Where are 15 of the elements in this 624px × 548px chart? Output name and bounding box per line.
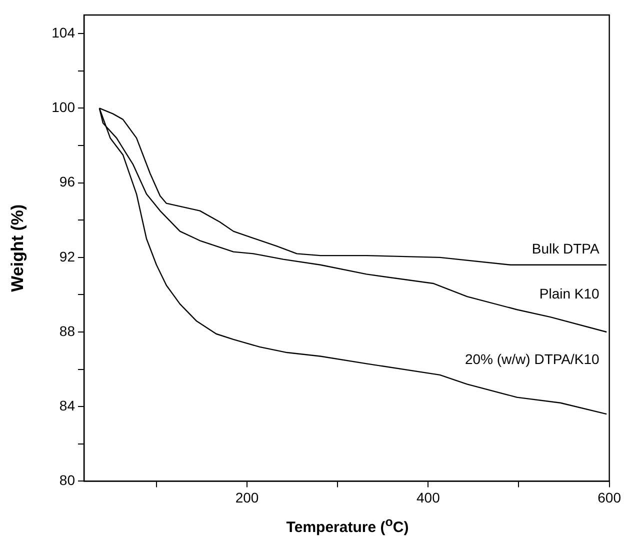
- y-tick-label: 92: [59, 248, 76, 264]
- x-tick-label: 600: [598, 489, 622, 506]
- y-tick-label: 88: [59, 322, 76, 339]
- x-tick-label: 400: [416, 489, 440, 506]
- y-tick-label: 100: [52, 99, 76, 116]
- y-tick-label: 80: [59, 472, 76, 488]
- y-tick-label: 104: [52, 24, 76, 41]
- x-axis-title: Temperature ($^{o}$C): [285, 515, 410, 536]
- series-label: Bulk DTPA: [532, 240, 600, 257]
- x-tick-label: 200: [235, 489, 259, 506]
- series-label: Plain K10: [539, 286, 600, 302]
- y-axis-title: Weight (%): [8, 204, 27, 292]
- y-tick-label: 84: [59, 397, 76, 414]
- series-label: 20% (w/w) DTPA/K10: [464, 350, 600, 367]
- y-tick-label: 96: [59, 174, 76, 190]
